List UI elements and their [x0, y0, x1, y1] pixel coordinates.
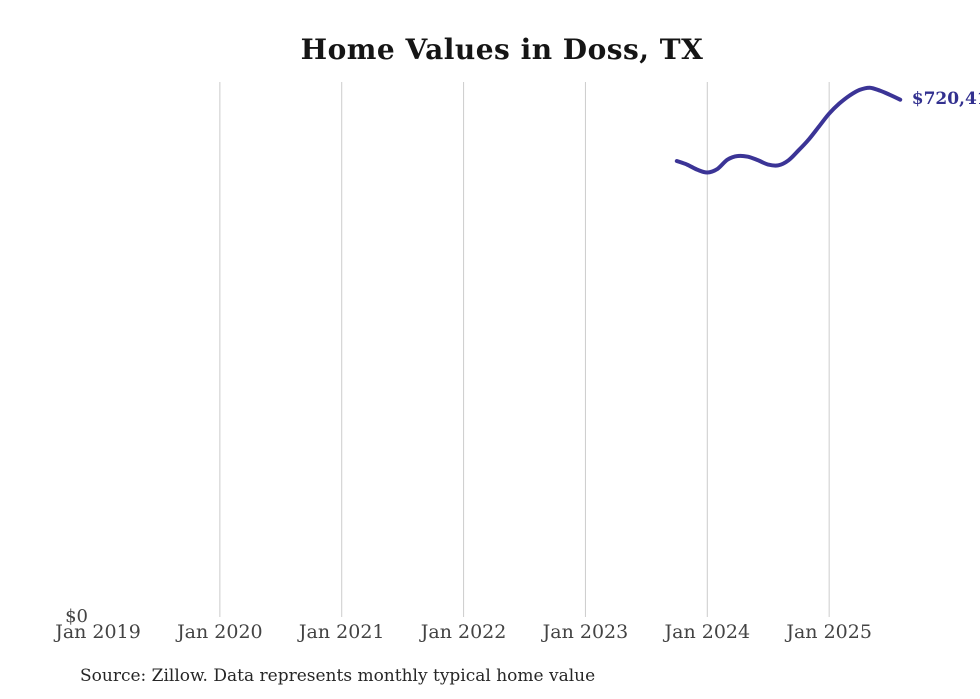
y-axis-zero-label: $0: [65, 606, 88, 627]
x-tick-label: Jan 2023: [542, 621, 629, 643]
home-value-line: [674, 85, 903, 175]
source-note: Source: Zillow. Data represents monthly …: [80, 666, 596, 686]
x-tick-label: Jan 2025: [786, 621, 872, 643]
gridlines: [219, 82, 830, 617]
chart-title: Home Values in Doss, TX: [300, 33, 704, 66]
x-tick-label: Jan 2022: [420, 621, 507, 643]
x-tick-label: Jan 2019: [55, 621, 141, 643]
latest-value-label: $720,411: [911, 88, 980, 109]
x-tick-label: Jan 2024: [664, 621, 751, 643]
x-tick-label: Jan 2020: [177, 621, 263, 643]
x-tick-label: Jan 2021: [298, 621, 385, 643]
